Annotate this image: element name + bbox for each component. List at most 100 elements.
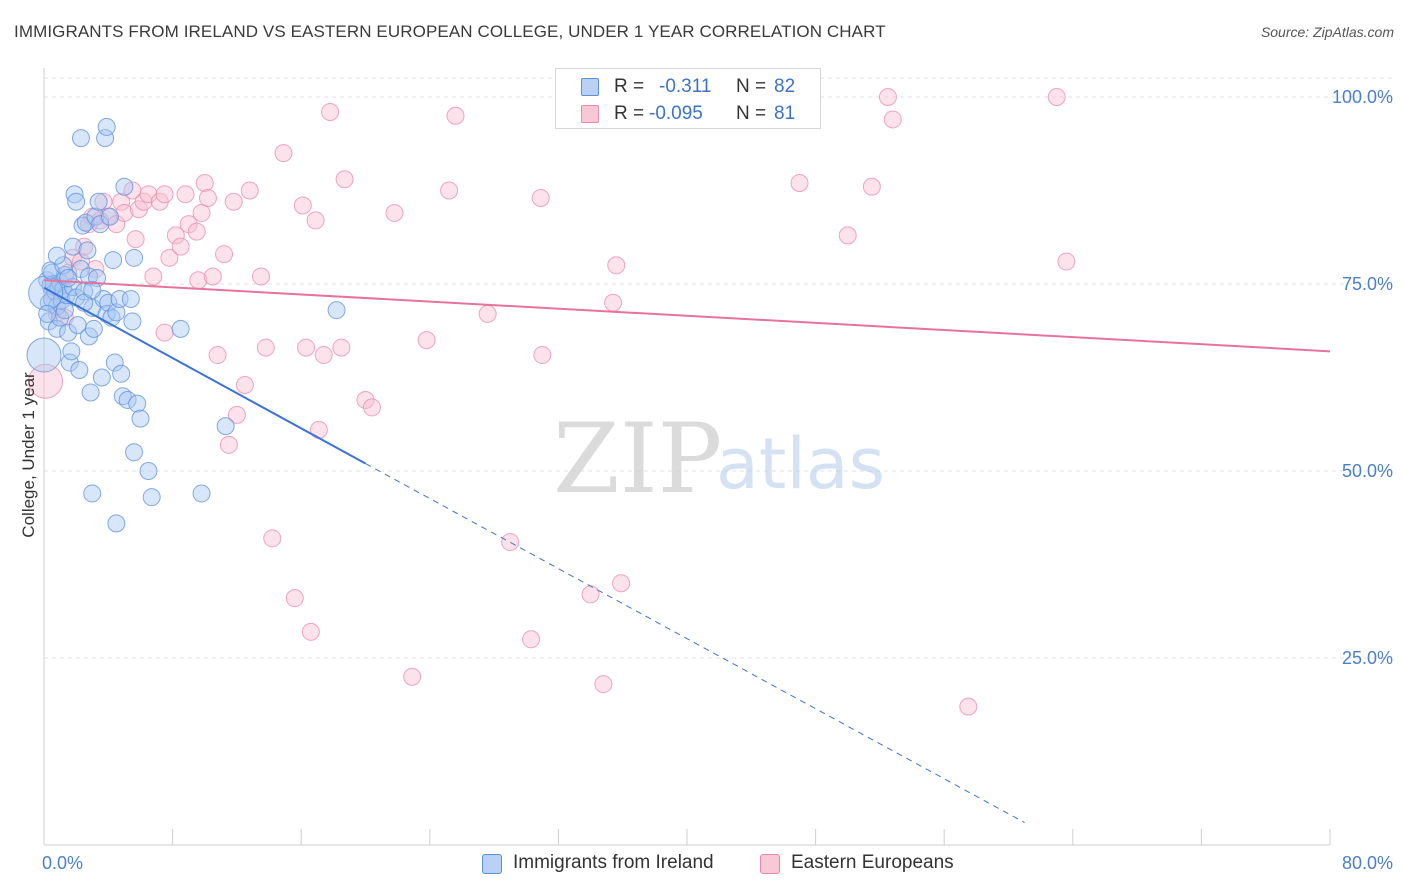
ireland-point bbox=[92, 368, 111, 387]
eastern-point bbox=[240, 181, 259, 200]
eastern-point bbox=[139, 185, 158, 204]
eastern-point bbox=[252, 267, 271, 286]
watermark-atlas: atlas bbox=[716, 423, 885, 505]
ireland-point bbox=[84, 319, 103, 338]
ireland-point bbox=[91, 215, 110, 234]
ireland-point bbox=[83, 484, 102, 503]
eastern-point bbox=[71, 252, 90, 271]
eastern-point bbox=[446, 106, 465, 125]
eastern-point bbox=[838, 226, 857, 245]
series-eastern-europeans bbox=[28, 88, 1076, 716]
eastern-point bbox=[126, 230, 145, 249]
eastern-point bbox=[171, 237, 190, 256]
eastern-trend-line bbox=[43, 279, 1331, 353]
eastern-point bbox=[208, 346, 227, 365]
ireland-point bbox=[60, 353, 79, 372]
r-label: R = bbox=[614, 76, 645, 97]
y-tick-label: 75.0% bbox=[1342, 274, 1393, 294]
eastern-point bbox=[155, 185, 174, 204]
eastern-point bbox=[219, 435, 238, 454]
ireland-point bbox=[139, 462, 158, 480]
r-value: -0.311 bbox=[659, 76, 712, 97]
ireland-point bbox=[107, 514, 126, 533]
ireland-point bbox=[65, 185, 84, 204]
eastern-point bbox=[256, 338, 275, 357]
chart-title: IMMIGRANTS FROM IRELAND VS EASTERN EUROP… bbox=[14, 22, 886, 41]
ireland-point bbox=[97, 117, 116, 136]
x-tick-label-max: 80.0% bbox=[1342, 853, 1393, 873]
eastern-point bbox=[862, 177, 881, 196]
eastern-point bbox=[115, 203, 134, 222]
ireland-point bbox=[38, 304, 57, 323]
ireland-point bbox=[62, 342, 81, 361]
ireland-point bbox=[78, 241, 97, 260]
eastern-point bbox=[176, 185, 195, 204]
eastern-point bbox=[790, 174, 809, 193]
tick-labels: 25.0% 50.0% 75.0% 100.0% 0.0% 80.0% bbox=[42, 87, 1393, 873]
eastern-point bbox=[224, 192, 243, 211]
eastern-point bbox=[531, 188, 550, 207]
ireland-point bbox=[104, 251, 123, 270]
eastern-point bbox=[385, 203, 404, 222]
watermark-zip: ZIP bbox=[553, 403, 722, 515]
axes bbox=[43, 68, 1331, 846]
eastern-point bbox=[478, 304, 497, 323]
eastern-point bbox=[356, 390, 375, 409]
eastern-point bbox=[198, 188, 217, 207]
ireland-point bbox=[73, 216, 92, 235]
eastern-point bbox=[227, 405, 246, 424]
eastern-point bbox=[883, 110, 902, 129]
ireland-point bbox=[121, 289, 140, 308]
ireland-point bbox=[115, 177, 134, 196]
ireland-point bbox=[55, 301, 74, 320]
eastern-point bbox=[86, 260, 105, 279]
eastern-point bbox=[403, 667, 422, 686]
ireland-point bbox=[125, 248, 144, 267]
eastern-point bbox=[301, 622, 320, 641]
ireland-point bbox=[59, 269, 78, 288]
n-label: N = bbox=[736, 76, 767, 97]
eastern-point bbox=[581, 585, 600, 604]
eastern-point bbox=[160, 248, 179, 267]
n-value: 82 bbox=[774, 76, 796, 97]
eastern-point bbox=[112, 192, 131, 211]
trend-lines bbox=[43, 279, 1331, 823]
n-label: N = bbox=[736, 103, 767, 124]
r-label: R = bbox=[614, 103, 645, 124]
ireland-point bbox=[142, 488, 161, 507]
eastern-point bbox=[203, 267, 222, 286]
eastern-point bbox=[28, 363, 64, 399]
eastern-point bbox=[533, 346, 552, 365]
stat-swatch-eastern bbox=[581, 105, 599, 123]
eastern-point bbox=[297, 338, 316, 357]
eastern-point bbox=[594, 675, 613, 694]
y-tick-label: 25.0% bbox=[1342, 648, 1393, 668]
ireland-point bbox=[112, 364, 131, 383]
eastern-point bbox=[440, 181, 459, 200]
ireland-point bbox=[100, 207, 119, 226]
eastern-point bbox=[1057, 252, 1076, 271]
series-immigrants-from-ireland bbox=[26, 117, 346, 533]
ireland-point bbox=[47, 246, 66, 265]
stat-row-eastern: R = -0.095 N = 81 bbox=[556, 101, 820, 127]
eastern-point bbox=[604, 293, 623, 312]
ireland-point bbox=[26, 337, 62, 373]
eastern-point bbox=[321, 102, 340, 121]
correlation-stats-box: R = -0.311 N = 82 R = -0.095 N = 81 bbox=[555, 68, 821, 129]
ireland-point bbox=[128, 394, 147, 413]
ireland-point bbox=[83, 280, 102, 299]
eastern-point bbox=[195, 174, 214, 193]
eastern-point bbox=[1047, 88, 1066, 106]
ireland-trend-extension bbox=[365, 463, 1025, 823]
y-tick-label: 100.0% bbox=[1332, 87, 1393, 107]
legend-swatch-ireland bbox=[482, 854, 502, 874]
stat-swatch-ireland bbox=[581, 78, 599, 96]
eastern-point bbox=[607, 256, 626, 275]
eastern-point bbox=[235, 375, 254, 394]
eastern-point bbox=[417, 331, 436, 350]
eastern-point bbox=[522, 630, 541, 649]
eastern-point bbox=[306, 211, 325, 230]
ireland-point bbox=[192, 484, 211, 503]
ireland-point bbox=[89, 192, 108, 211]
